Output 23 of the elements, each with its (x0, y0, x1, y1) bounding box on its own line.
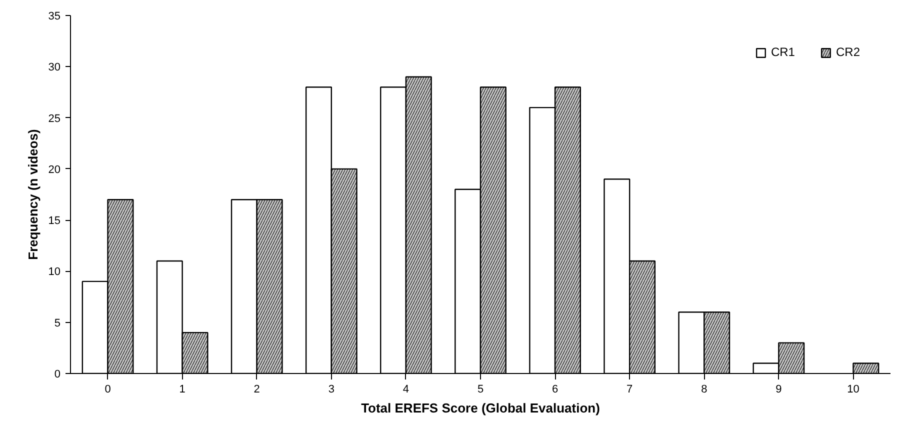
x-axis-title: Total EREFS Score (Global Evaluation) (361, 400, 600, 416)
x-tick-label: 2 (254, 384, 260, 396)
x-tick-label: 6 (552, 384, 558, 396)
y-axis-title: Frequency (n videos) (25, 129, 40, 260)
x-tick-label: 7 (626, 384, 633, 396)
y-tick-label: 20 (48, 164, 61, 176)
legend-label: CR1 (770, 45, 795, 59)
x-tick-label: 1 (179, 384, 186, 396)
x-tick-label: 0 (104, 384, 111, 396)
y-tick-label: 35 (48, 10, 61, 22)
y-tick-label: 5 (54, 317, 61, 330)
legend-label: CR2 (836, 45, 860, 59)
y-tick-label: 10 (48, 266, 61, 278)
x-tick-label: 8 (701, 384, 708, 396)
y-tick-label: 0 (54, 368, 61, 380)
y-tick-label: 25 (48, 112, 61, 125)
y-tick-label: 30 (48, 62, 61, 74)
x-tick-label: 4 (402, 384, 410, 396)
x-tick-label: 9 (776, 384, 782, 396)
x-tick-label: 10 (847, 384, 860, 396)
x-tick-label: 5 (477, 384, 484, 396)
x-tick-label: 3 (328, 384, 334, 396)
y-tick-label: 15 (48, 215, 61, 228)
